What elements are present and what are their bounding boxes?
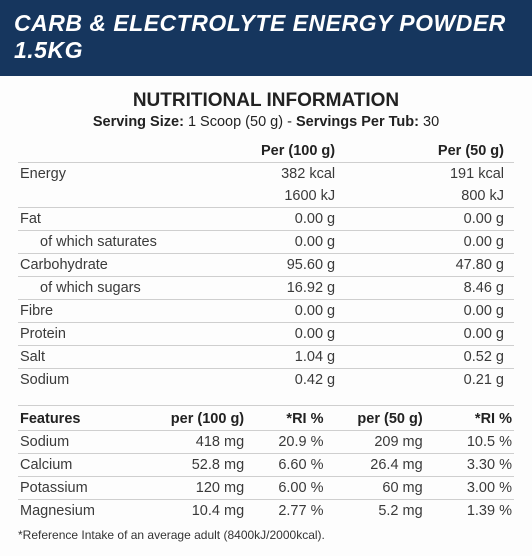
table-cell: 382 kcal [236, 163, 375, 186]
table-cell: Salt [18, 346, 236, 369]
table-cell: Fibre [18, 300, 236, 323]
features-table: Features per (100 g) *RI % per (50 g) *R… [18, 405, 514, 522]
features-col-per100: per (100 g) [147, 406, 246, 431]
table-cell: 209 mg [326, 431, 425, 454]
table-cell: Sodium [18, 369, 236, 392]
table-cell: 60 mg [326, 477, 425, 500]
servings-per-tub-label: Servings Per Tub: [296, 114, 419, 130]
table-cell: 1.04 g [236, 346, 375, 369]
table-cell: 0.00 g [236, 300, 375, 323]
table-cell: 800 kJ [375, 185, 514, 208]
table-cell: 47.80 g [375, 254, 514, 277]
table-row: Fat0.00 g0.00 g [18, 208, 514, 231]
table-cell: 16.92 g [236, 277, 375, 300]
nutrition-panel: NUTRITIONAL INFORMATION Serving Size: 1 … [0, 76, 532, 556]
table-row: Sodium418 mg20.9 %209 mg10.5 % [18, 431, 514, 454]
table-cell: 3.30 % [425, 454, 514, 477]
table-cell: 0.42 g [236, 369, 375, 392]
table-cell: Fat [18, 208, 236, 231]
table-cell: Protein [18, 323, 236, 346]
servings-per-tub-value: 30 [423, 114, 439, 130]
product-header: CARB & ELECTROLYTE ENERGY POWDER 1.5KG [0, 0, 532, 76]
table-cell: 6.60 % [246, 454, 325, 477]
table-row: Sodium0.42 g0.21 g [18, 369, 514, 392]
table-cell: 191 kcal [375, 163, 514, 186]
table-cell: Sodium [18, 431, 147, 454]
table-cell: 52.8 mg [147, 454, 246, 477]
footnote: *Reference Intake of an average adult (8… [18, 528, 514, 542]
features-header-row: Features per (100 g) *RI % per (50 g) *R… [18, 406, 514, 431]
table-cell: 20.9 % [246, 431, 325, 454]
table-row: Carbohydrate95.60 g47.80 g [18, 254, 514, 277]
table-cell: 2.77 % [246, 500, 325, 523]
table-cell [18, 185, 236, 208]
table-cell: 0.21 g [375, 369, 514, 392]
table-cell: 0.00 g [236, 323, 375, 346]
table-cell: 418 mg [147, 431, 246, 454]
table-row: 1600 kJ800 kJ [18, 185, 514, 208]
table-cell: 0.52 g [375, 346, 514, 369]
nutrition-header-row: Per (100 g) Per (50 g) [18, 140, 514, 163]
serving-separator: - [287, 114, 296, 130]
table-cell: Calcium [18, 454, 147, 477]
table-row: Salt1.04 g0.52 g [18, 346, 514, 369]
table-cell: 120 mg [147, 477, 246, 500]
table-cell: of which sugars [18, 277, 236, 300]
table-cell: 3.00 % [425, 477, 514, 500]
table-cell: 5.2 mg [326, 500, 425, 523]
section-title: NUTRITIONAL INFORMATION [18, 90, 514, 112]
features-col-ri1: *RI % [246, 406, 325, 431]
nutrition-col-per50: Per (50 g) [375, 140, 514, 163]
serving-size-value: 1 Scoop (50 g) [188, 114, 283, 130]
table-cell: Potassium [18, 477, 147, 500]
nutrition-table: Per (100 g) Per (50 g) Energy382 kcal191… [18, 140, 514, 391]
table-cell: 1.39 % [425, 500, 514, 523]
serving-line: Serving Size: 1 Scoop (50 g) - Servings … [18, 114, 514, 130]
table-cell: 8.46 g [375, 277, 514, 300]
table-cell: Magnesium [18, 500, 147, 523]
features-col-label: Features [18, 406, 147, 431]
table-row: Protein0.00 g0.00 g [18, 323, 514, 346]
nutrition-col-blank [18, 140, 236, 163]
table-cell: 95.60 g [236, 254, 375, 277]
serving-size-label: Serving Size: [93, 114, 184, 130]
table-cell: 26.4 mg [326, 454, 425, 477]
table-cell: 0.00 g [375, 208, 514, 231]
table-row: Potassium120 mg6.00 %60 mg3.00 % [18, 477, 514, 500]
table-cell: 0.00 g [375, 231, 514, 254]
table-cell: Carbohydrate [18, 254, 236, 277]
table-row: of which sugars16.92 g8.46 g [18, 277, 514, 300]
features-col-ri2: *RI % [425, 406, 514, 431]
table-cell: 0.00 g [375, 323, 514, 346]
table-cell: 10.5 % [425, 431, 514, 454]
table-row: Magnesium10.4 mg2.77 %5.2 mg1.39 % [18, 500, 514, 523]
table-row: Energy382 kcal191 kcal [18, 163, 514, 186]
table-row: Fibre0.00 g0.00 g [18, 300, 514, 323]
nutrition-col-per100: Per (100 g) [236, 140, 375, 163]
table-cell: 6.00 % [246, 477, 325, 500]
table-row: Calcium52.8 mg6.60 %26.4 mg3.30 % [18, 454, 514, 477]
table-cell: 1600 kJ [236, 185, 375, 208]
table-cell: Energy [18, 163, 236, 186]
product-title: CARB & ELECTROLYTE ENERGY POWDER 1.5KG [14, 10, 506, 63]
table-row: of which saturates0.00 g0.00 g [18, 231, 514, 254]
table-cell: of which saturates [18, 231, 236, 254]
table-cell: 0.00 g [236, 231, 375, 254]
table-cell: 10.4 mg [147, 500, 246, 523]
table-cell: 0.00 g [236, 208, 375, 231]
table-cell: 0.00 g [375, 300, 514, 323]
features-col-per50: per (50 g) [326, 406, 425, 431]
